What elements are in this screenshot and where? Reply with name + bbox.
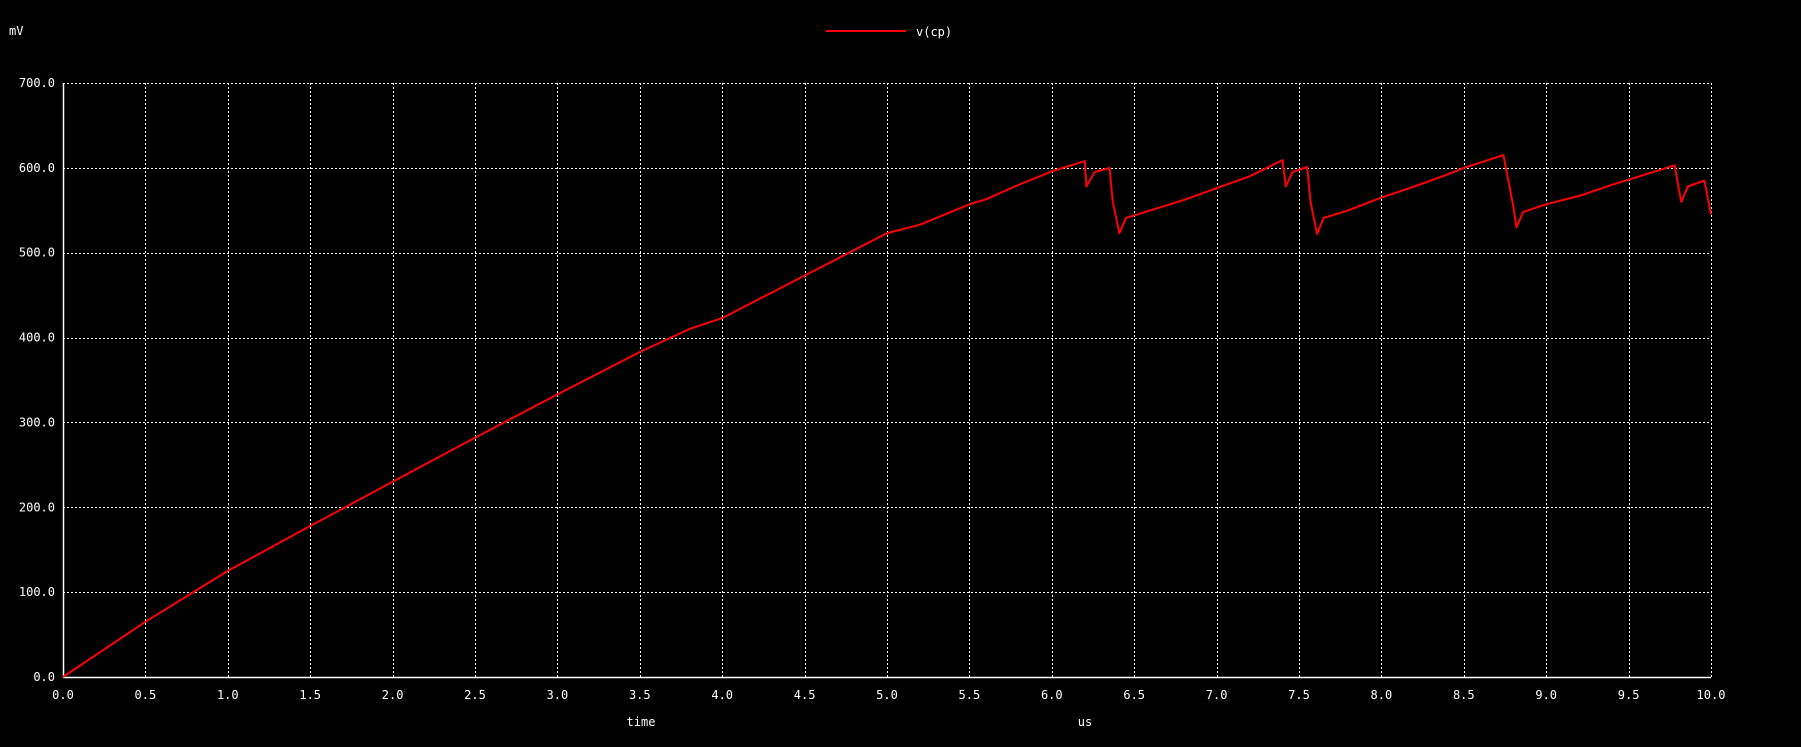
y-tick-label: 0.0	[33, 670, 55, 684]
x-tick-label: 8.0	[1371, 688, 1393, 702]
y-tick-label: 600.0	[19, 161, 55, 175]
y-unit-label: mV	[9, 24, 23, 38]
x-tick-label: 5.5	[959, 688, 981, 702]
x-tick-label: 10.0	[1697, 688, 1726, 702]
x-tick-label: 7.5	[1288, 688, 1310, 702]
grid-layer	[63, 83, 1712, 677]
y-tick-label: 400.0	[19, 331, 55, 345]
axes-layer	[62, 83, 1711, 679]
series-layer	[62, 154, 1712, 678]
x-tick-label: 7.0	[1206, 688, 1228, 702]
x-tick-label: 2.5	[464, 688, 486, 702]
y-tick-label: 500.0	[19, 246, 55, 260]
legend: v(cp)	[826, 25, 952, 39]
y-tick-label: 700.0	[19, 76, 55, 90]
legend-label: v(cp)	[916, 25, 952, 39]
x-tick-label: 0.5	[135, 688, 157, 702]
x-unit-label: us	[1078, 715, 1092, 729]
x-axis-label: time	[627, 715, 656, 729]
x-tick-label: 3.5	[629, 688, 651, 702]
x-tick-label: 1.0	[217, 688, 239, 702]
x-tick-label: 1.5	[299, 688, 321, 702]
x-tick-label: 6.5	[1123, 688, 1145, 702]
tick-labels-layer: 0.0 0.5 1.0 1.5 2.0 2.5 3.0 3.5 4.0 4.5 5.0 5.5 6.0 6…	[19, 76, 1726, 702]
y-tick-label: 300.0	[19, 415, 55, 429]
y-tick-label: 100.0	[19, 585, 55, 599]
series-line-v-cp	[62, 154, 1712, 678]
x-tick-label: 9.5	[1618, 688, 1640, 702]
x-tick-label: 8.5	[1453, 688, 1475, 702]
y-tick-label: 200.0	[19, 500, 55, 514]
x-tick-label: 3.0	[547, 688, 569, 702]
x-tick-label: 2.0	[382, 688, 404, 702]
x-tick-label: 4.5	[794, 688, 816, 702]
x-tick-label: 0.0	[52, 688, 74, 702]
x-tick-label: 4.0	[711, 688, 733, 702]
x-tick-label: 6.0	[1041, 688, 1063, 702]
x-tick-label: 5.0	[876, 688, 898, 702]
x-tick-label: 9.0	[1535, 688, 1557, 702]
